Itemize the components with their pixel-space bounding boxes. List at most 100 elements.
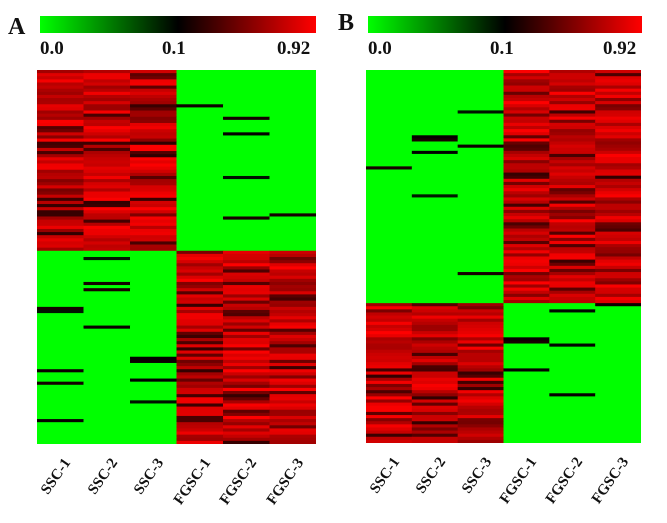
heatmap-cell bbox=[457, 73, 504, 77]
heatmap-cell bbox=[176, 253, 224, 258]
heatmap-cell bbox=[37, 228, 84, 233]
heatmap-cell bbox=[223, 141, 270, 146]
heatmap-cell bbox=[176, 394, 224, 398]
heatmap-cell bbox=[595, 194, 641, 198]
heatmap-cell bbox=[269, 232, 316, 236]
heatmap-cell bbox=[411, 312, 459, 317]
heatmap-cell bbox=[130, 253, 177, 258]
heatmap-cell bbox=[549, 365, 596, 369]
heatmap-cell bbox=[457, 97, 504, 102]
heatmap-cell bbox=[83, 126, 131, 130]
heatmap-cell bbox=[366, 94, 413, 99]
heatmap-cell bbox=[457, 405, 504, 410]
heatmap-cell bbox=[37, 107, 84, 112]
heatmap-cell bbox=[83, 372, 131, 376]
heatmap-cell bbox=[595, 135, 641, 139]
heatmap-cell bbox=[37, 313, 84, 317]
heatmap-cell bbox=[223, 422, 270, 426]
heatmap-cell bbox=[83, 263, 131, 267]
heatmap-cell bbox=[223, 347, 270, 351]
heatmap-cell bbox=[223, 228, 270, 233]
heatmap-cell bbox=[83, 179, 131, 183]
heatmap-cell bbox=[130, 403, 177, 408]
heatmap-cell bbox=[503, 88, 550, 93]
heatmap-cell bbox=[269, 151, 316, 155]
heatmap-cell bbox=[223, 260, 270, 264]
heatmap-cell bbox=[549, 396, 596, 400]
heatmap-cell bbox=[223, 194, 270, 199]
heatmap-cell bbox=[503, 228, 550, 233]
heatmap-cell bbox=[457, 287, 504, 292]
heatmap-cell bbox=[176, 328, 224, 333]
heatmap-cell bbox=[549, 104, 596, 108]
heatmap-cell bbox=[595, 244, 641, 248]
heatmap-cell bbox=[366, 306, 413, 310]
heatmap-cell bbox=[176, 378, 224, 383]
heatmap-cell bbox=[549, 147, 596, 152]
heatmap-cell bbox=[411, 327, 459, 332]
heatmap-cell bbox=[457, 374, 504, 379]
heatmap-cell bbox=[223, 328, 270, 333]
heatmap-cell bbox=[457, 157, 504, 161]
heatmap-cell bbox=[457, 116, 504, 121]
heatmap-cell bbox=[37, 434, 84, 439]
heatmap-cell bbox=[223, 144, 270, 149]
heatmap-cell bbox=[595, 231, 641, 236]
heatmap-cell bbox=[37, 126, 84, 130]
heatmap-cell bbox=[366, 377, 413, 382]
heatmap-cell bbox=[366, 79, 413, 83]
heatmap-cell bbox=[83, 440, 131, 444]
heatmap-cell bbox=[223, 391, 270, 395]
heatmap-cell bbox=[549, 160, 596, 164]
heatmap-cell bbox=[595, 433, 641, 438]
heatmap-cell bbox=[83, 166, 131, 171]
heatmap-cell bbox=[503, 402, 550, 407]
heatmap-cell bbox=[503, 172, 550, 177]
heatmap-cell bbox=[130, 278, 177, 283]
heatmap-cell bbox=[176, 107, 224, 112]
heatmap-cell bbox=[411, 125, 459, 130]
heatmap-cell bbox=[549, 418, 596, 422]
heatmap-cell bbox=[366, 340, 413, 345]
heatmap-cell bbox=[549, 185, 596, 189]
heatmap-cell bbox=[503, 144, 550, 149]
heatmap-cell bbox=[269, 247, 316, 252]
heatmap-cell bbox=[595, 85, 641, 90]
heatmap-cell bbox=[366, 262, 413, 267]
heatmap-cell bbox=[176, 179, 224, 183]
heatmap-cell bbox=[130, 210, 177, 214]
heatmap-cell bbox=[411, 197, 459, 202]
heatmap-cell bbox=[130, 325, 177, 330]
heatmap-cell bbox=[83, 116, 131, 121]
heatmap-cell bbox=[269, 179, 316, 183]
heatmap-cell bbox=[503, 275, 550, 279]
heatmap-cell bbox=[549, 225, 596, 230]
heatmap-cell bbox=[411, 278, 459, 282]
heatmap-cell bbox=[130, 179, 177, 183]
heatmap-cell bbox=[83, 172, 131, 177]
heatmap-cell bbox=[549, 209, 596, 214]
heatmap-cell bbox=[503, 113, 550, 118]
heatmap-cell bbox=[549, 284, 596, 289]
heatmap-cell bbox=[411, 113, 459, 118]
heatmap-cell bbox=[37, 179, 84, 183]
heatmap-cell bbox=[37, 431, 84, 436]
heatmap-cell bbox=[130, 144, 177, 149]
heatmap-cell bbox=[269, 437, 316, 442]
heatmap-cell bbox=[503, 181, 550, 186]
heatmap-cell bbox=[411, 272, 459, 276]
heatmap-cell bbox=[269, 85, 316, 90]
heatmap-cell bbox=[130, 266, 177, 270]
heatmap-cell bbox=[595, 122, 641, 127]
heatmap-cell bbox=[83, 331, 131, 336]
heatmap-cell bbox=[549, 405, 596, 410]
heatmap-cell bbox=[503, 138, 550, 142]
heatmap-cell bbox=[411, 368, 459, 373]
heatmap-cell bbox=[549, 228, 596, 233]
heatmap-cell bbox=[269, 288, 316, 292]
heatmap-cell bbox=[549, 191, 596, 195]
heatmap-cell bbox=[411, 268, 459, 273]
heatmap-cell bbox=[366, 113, 413, 118]
heatmap-cell bbox=[223, 250, 270, 255]
heatmap-cell bbox=[37, 225, 84, 230]
